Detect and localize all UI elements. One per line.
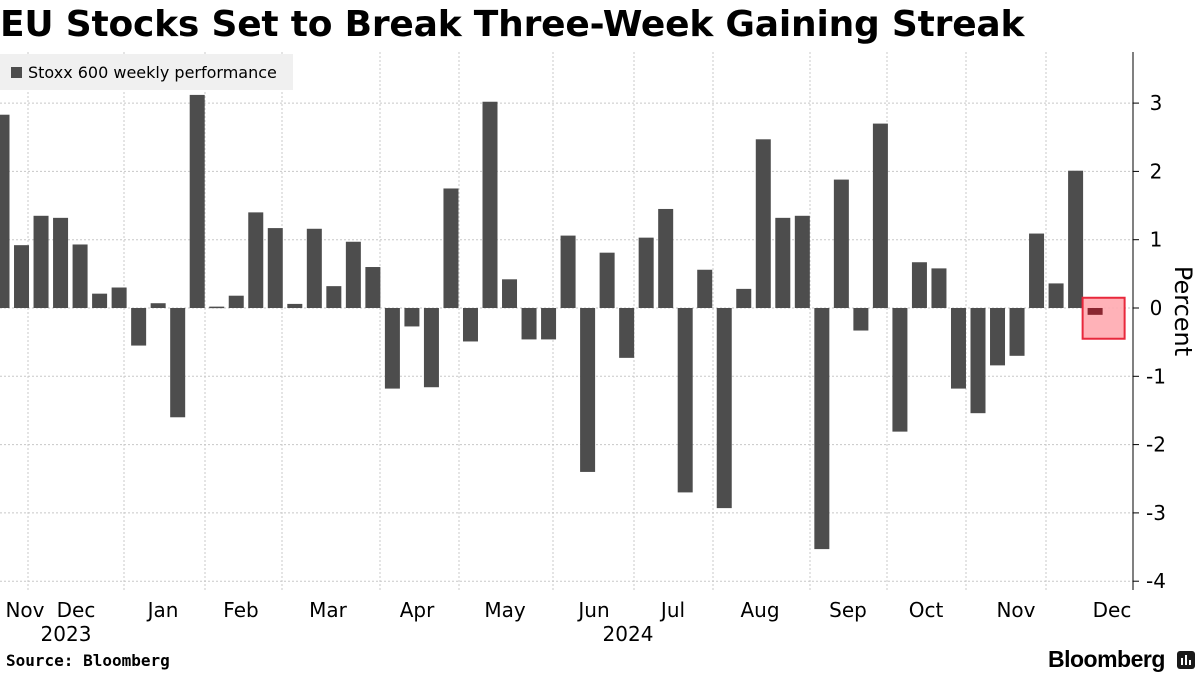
legend-label: Stoxx 600 weekly performance (28, 62, 277, 82)
bar (560, 235, 576, 308)
bar (892, 308, 908, 432)
x-tick-label: May (484, 598, 526, 622)
bar (521, 308, 537, 340)
chart-title: EU Stocks Set to Break Three-Week Gainin… (0, 4, 1025, 45)
x-tick-label: Jan (146, 598, 179, 622)
bar (111, 287, 127, 308)
bar (53, 217, 69, 308)
bar (658, 208, 674, 308)
bloomberg-chart-icon (1177, 651, 1195, 669)
x-tick-label: Jun (576, 598, 609, 622)
bar (599, 252, 615, 308)
bar (287, 303, 303, 308)
y-tick-label: 1 (1150, 228, 1163, 252)
bar (92, 293, 108, 308)
bar (794, 215, 810, 308)
bar (306, 228, 322, 308)
bar (814, 308, 830, 550)
bloomberg-logo: Bloomberg (1048, 646, 1165, 672)
bar (970, 308, 986, 414)
bar (384, 308, 400, 389)
bar (1048, 283, 1064, 308)
highlight-rect (1081, 296, 1126, 340)
bar (619, 308, 635, 358)
bar (131, 308, 147, 346)
bar (990, 308, 1006, 366)
bar (72, 244, 88, 308)
x-tick-label: Apr (400, 598, 435, 622)
y-tick-label: 2 (1150, 159, 1163, 183)
bar (462, 308, 478, 342)
x-tick-label: Mar (309, 598, 348, 622)
bar (931, 268, 947, 308)
bar (345, 241, 361, 308)
bar (833, 179, 849, 308)
bar (580, 308, 596, 472)
bar (541, 308, 557, 340)
x-tick-label: Jul (659, 598, 685, 622)
bar (0, 114, 10, 308)
x-year-label: 2023 (41, 622, 92, 646)
bar (189, 94, 205, 309)
bar (736, 288, 752, 308)
bar (423, 308, 439, 388)
x-tick-label: Nov (5, 598, 44, 622)
y-tick-label: 3 (1150, 91, 1163, 115)
legend: Stoxx 600 weekly performance (0, 54, 293, 90)
bar (677, 308, 693, 493)
bar (872, 123, 888, 308)
bar (209, 306, 225, 309)
bar (697, 269, 713, 308)
bar (482, 101, 498, 308)
bar (326, 286, 342, 308)
y-axis-label: Percent (1169, 266, 1197, 356)
bar (853, 308, 869, 331)
x-tick-label: Dec (1093, 598, 1132, 622)
bar (1068, 170, 1084, 308)
bar (775, 217, 791, 308)
bar (267, 228, 283, 308)
source-note: Source: Bloomberg (6, 651, 170, 670)
bar (1029, 233, 1045, 308)
bar (14, 245, 30, 308)
y-tick-label: -2 (1146, 433, 1166, 457)
x-tick-label: Oct (909, 598, 944, 622)
bar (502, 279, 518, 308)
highlight-box (1081, 296, 1126, 340)
bar (228, 295, 244, 308)
y-tick-label: -3 (1146, 501, 1166, 525)
bar-current-week (1087, 308, 1103, 315)
x-year-label: 2024 (603, 622, 654, 646)
bar (248, 212, 264, 308)
y-tick-label: -1 (1146, 364, 1166, 388)
bar (170, 308, 186, 418)
bar (638, 237, 654, 308)
bar (911, 262, 927, 308)
y-tick-label: 0 (1150, 296, 1163, 320)
bar (150, 303, 166, 308)
y-axis: 3 2 1 0 -1 -2 -3 -4 (1132, 52, 1166, 593)
legend-swatch (11, 66, 22, 78)
x-tick-label: Nov (996, 598, 1035, 622)
x-tick-label: Dec (57, 598, 96, 622)
bar (755, 139, 771, 308)
bar (1009, 308, 1025, 356)
bar (365, 267, 381, 308)
bar (716, 308, 732, 509)
x-tick-label: Sep (829, 598, 867, 622)
x-tick-label: Feb (223, 598, 258, 622)
bars (0, 94, 1103, 550)
bar (443, 188, 459, 308)
bar (404, 308, 420, 327)
y-tick-label: -4 (1146, 569, 1166, 593)
x-tick-label: Aug (740, 598, 779, 622)
bar (950, 308, 966, 389)
bar (33, 215, 49, 308)
